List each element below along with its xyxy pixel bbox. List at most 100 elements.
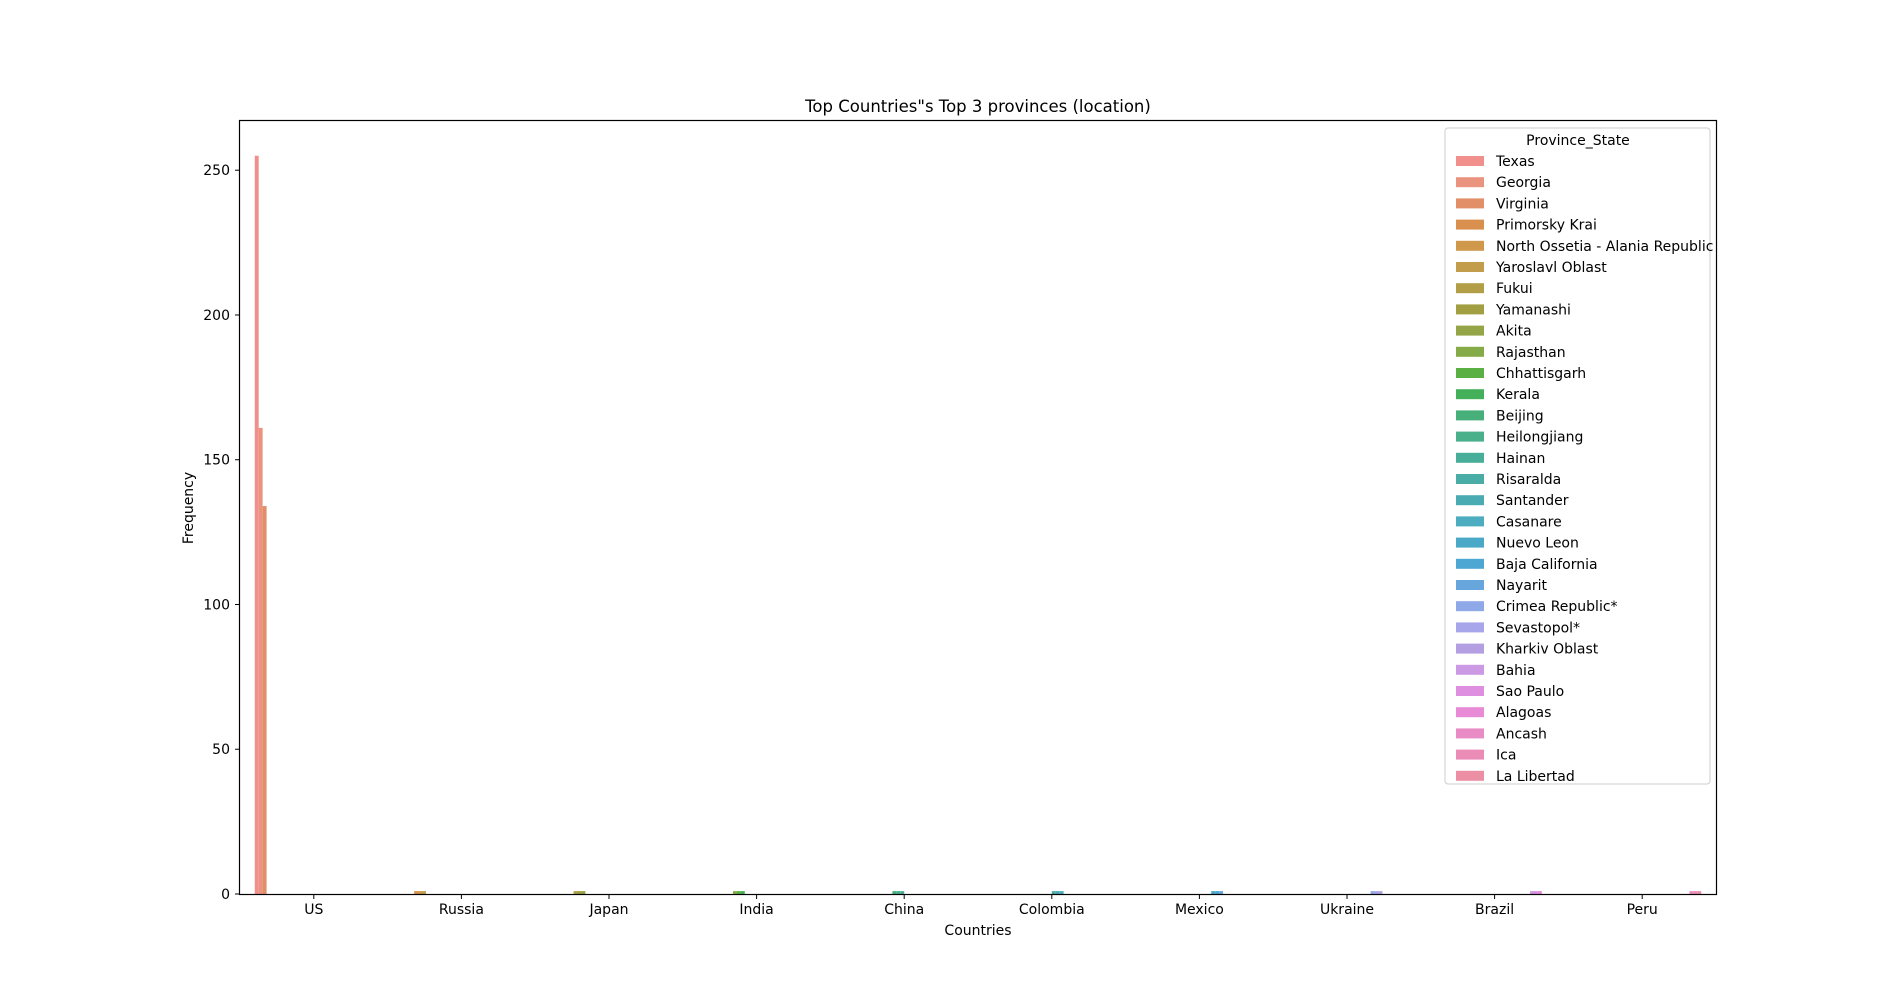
legend-swatch xyxy=(1456,770,1484,781)
legend-label: Risaralda xyxy=(1496,472,1561,488)
legend-swatch xyxy=(1456,389,1484,400)
bar xyxy=(1533,891,1538,894)
bar xyxy=(740,891,745,894)
bar xyxy=(1530,891,1534,894)
legend: Province_State Texas Georgia Virginia Primo… xyxy=(1444,127,1713,785)
bar xyxy=(1378,891,1383,894)
bar xyxy=(1211,891,1216,894)
legend-swatch xyxy=(1456,686,1484,696)
legend-label: Sevastopol* xyxy=(1496,620,1580,636)
legend-swatch xyxy=(1456,643,1484,654)
bar xyxy=(1219,891,1224,894)
legend-label: Kharkiv Oblast xyxy=(1496,642,1599,658)
legend-swatch xyxy=(1456,707,1484,718)
legend-label: Bahia xyxy=(1496,663,1536,679)
legend-label: Kerala xyxy=(1496,387,1540,403)
legend-swatch xyxy=(1456,368,1484,378)
legend-label: Casanare xyxy=(1496,514,1562,530)
legend-swatch xyxy=(1456,431,1484,442)
bar xyxy=(736,891,741,894)
legend-title: Province_State xyxy=(1526,133,1630,149)
legend-label: Ica xyxy=(1496,748,1516,764)
legend-swatch xyxy=(1456,177,1484,188)
legend-label: North Ossetia - Alania Republic xyxy=(1496,239,1713,255)
bar xyxy=(896,891,901,894)
bar xyxy=(732,891,737,894)
legend-swatch xyxy=(1456,346,1484,357)
bar xyxy=(422,891,426,894)
legend-label: Akita xyxy=(1496,324,1532,340)
legend-swatch xyxy=(1456,452,1484,463)
legend-swatch xyxy=(1456,283,1484,294)
legend-label: Sao Paulo xyxy=(1496,684,1564,700)
y-tick-label: 250 xyxy=(203,163,230,179)
bar xyxy=(1370,891,1375,894)
plot-frame xyxy=(238,119,1718,896)
bar xyxy=(577,891,582,894)
x-axis: US Russia Japan India China Colombia Mexico Ukr… xyxy=(304,894,1658,918)
legend-label: Crimea Republic* xyxy=(1496,599,1618,615)
bars-group xyxy=(254,155,1702,894)
x-tick-label: China xyxy=(884,902,924,918)
legend-swatch xyxy=(1456,304,1484,315)
legend-swatch xyxy=(1456,156,1484,166)
chart-title: Top Countries"s Top 3 provinces (locatio… xyxy=(804,97,1151,116)
legend-label: Nayarit xyxy=(1496,578,1548,594)
legend-label: Yaroslavl Oblast xyxy=(1495,260,1607,276)
bar xyxy=(900,891,905,894)
legend-swatch xyxy=(1456,749,1484,760)
legend-label: Texas xyxy=(1495,154,1535,170)
legend-swatch xyxy=(1456,728,1484,739)
bar xyxy=(573,891,578,894)
legend-label: Yamanashi xyxy=(1495,302,1571,318)
bar xyxy=(1055,891,1060,894)
y-tick-label: 200 xyxy=(203,308,230,324)
x-tick-label: Brazil xyxy=(1475,902,1514,918)
bar xyxy=(254,155,259,894)
y-tick-label: 0 xyxy=(221,887,230,903)
legend-swatch xyxy=(1456,325,1484,336)
legend-label: La Libertad xyxy=(1496,769,1575,785)
legend-swatch xyxy=(1456,558,1484,569)
y-tick-label: 150 xyxy=(203,453,230,469)
bar xyxy=(1537,891,1542,894)
legend-label: Virginia xyxy=(1496,196,1549,212)
x-tick-label: Peru xyxy=(1627,902,1658,918)
x-tick-label: Japan xyxy=(588,902,628,918)
legend-frame xyxy=(1444,127,1711,785)
x-tick-label: US xyxy=(304,902,323,918)
legend-label: Ancash xyxy=(1496,726,1547,742)
bar xyxy=(1689,891,1694,894)
bar xyxy=(581,891,586,894)
bar xyxy=(1215,891,1220,894)
bar xyxy=(418,891,423,894)
legend-swatch xyxy=(1456,474,1484,484)
legend-swatch xyxy=(1456,240,1484,251)
y-tick-label: 50 xyxy=(212,742,230,758)
x-tick-label: Colombia xyxy=(1019,902,1085,918)
bar xyxy=(1051,891,1056,894)
y-axis: 0 50 100 150 200 250 xyxy=(203,163,240,903)
legend-swatch xyxy=(1456,537,1484,548)
legend-label: Rajasthan xyxy=(1496,345,1566,361)
legend-label: Primorsky Krai xyxy=(1496,218,1597,234)
bar xyxy=(414,891,419,894)
legend-label: Heilongjiang xyxy=(1496,430,1583,446)
legend-swatch xyxy=(1456,580,1484,590)
legend-swatch xyxy=(1456,601,1484,612)
legend-swatch xyxy=(1456,664,1484,675)
y-axis-label: Frequency xyxy=(181,472,197,544)
legend-swatch xyxy=(1456,495,1484,506)
legend-label: Fukui xyxy=(1496,281,1533,297)
legend-items: Texas Georgia Virginia Primorsky Krai North … xyxy=(1456,154,1713,785)
legend-label: Georgia xyxy=(1496,175,1551,191)
bar xyxy=(1374,891,1379,894)
legend-label: Santander xyxy=(1496,493,1569,509)
legend-swatch xyxy=(1456,410,1484,421)
x-tick-label: India xyxy=(739,902,773,918)
bar xyxy=(1693,891,1698,894)
legend-label: Beijing xyxy=(1496,408,1544,424)
legend-label: Chhattisgarh xyxy=(1496,366,1586,382)
legend-swatch xyxy=(1456,622,1484,633)
x-tick-label: Ukraine xyxy=(1320,902,1374,918)
